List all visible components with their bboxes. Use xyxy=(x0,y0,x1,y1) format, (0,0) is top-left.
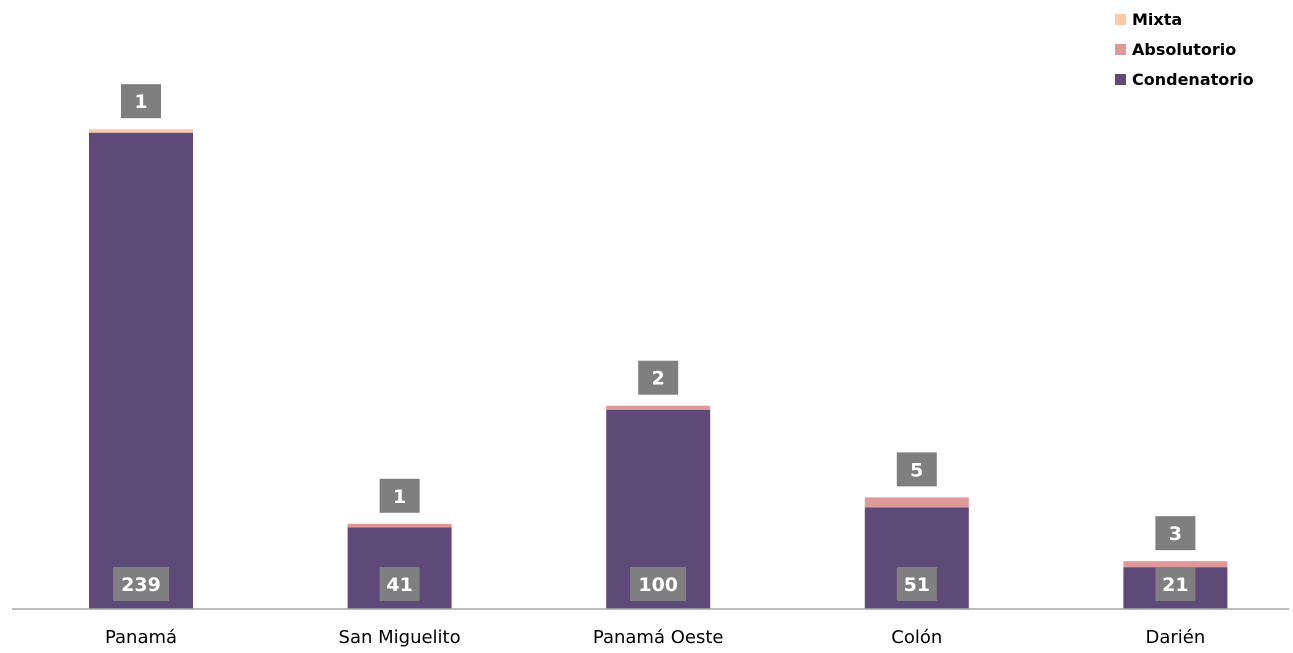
bottom-label-panama-oeste-box xyxy=(630,567,687,601)
bottom-label-darien-box xyxy=(1155,567,1196,601)
top-label-colon: 5 xyxy=(910,459,923,481)
bar-absolutorio-panama-oeste xyxy=(606,405,711,410)
top-label-darien: 3 xyxy=(1169,523,1182,545)
legend-swatch-absolutorio xyxy=(1115,43,1126,55)
bar-mixta-panama xyxy=(89,129,193,133)
x-tick-panama-oeste: Panamá Oeste xyxy=(593,627,724,648)
x-tick-panama: Panamá xyxy=(105,627,177,648)
bottom-label-darien: 21 xyxy=(1162,574,1188,596)
x-tick-darien: Darién xyxy=(1146,627,1206,648)
bottom-label-panama-oeste: 100 xyxy=(638,574,678,596)
data-labels-group: 1 239 1 41 2 100 5 51 3 21 xyxy=(113,84,1196,601)
bottom-label-san-miguelito-box xyxy=(379,567,420,601)
legend-item-condenatorio: Condenatorio xyxy=(1115,68,1254,90)
top-label-san-miguelito-box xyxy=(379,478,420,513)
bottom-label-panama-box xyxy=(113,567,169,601)
bar-condenatorio-panama xyxy=(89,132,193,609)
bar-absolutorio-colon xyxy=(864,497,969,508)
legend-swatch-condenatorio xyxy=(1115,73,1126,85)
x-tick-san-miguelito: San Miguelito xyxy=(339,627,461,648)
legend-label-mixta: Mixta xyxy=(1132,9,1183,29)
top-label-panama-oeste-box xyxy=(638,360,679,395)
top-label-panama-oeste: 2 xyxy=(652,368,665,390)
bottom-label-colon-box xyxy=(896,567,937,601)
bottom-label-panama: 239 xyxy=(121,574,161,596)
x-tick-colon: Colón xyxy=(891,627,942,648)
x-tick-labels-group: Panamá San Miguelito Panamá Oeste Colón Dari… xyxy=(105,627,1205,648)
bottom-label-san-miguelito: 41 xyxy=(386,574,412,596)
legend-label-absolutorio: Absolutorio xyxy=(1132,39,1237,59)
top-label-panama-box xyxy=(121,84,161,119)
top-label-san-miguelito: 1 xyxy=(393,486,406,508)
bottom-label-colon: 51 xyxy=(904,574,930,596)
bar-absolutorio-darien xyxy=(1123,561,1228,568)
legend-item-mixta: Mixta xyxy=(1115,8,1254,30)
legend-swatch-mixta xyxy=(1115,13,1126,25)
top-label-colon-box xyxy=(896,452,937,487)
legend: Mixta Absolutorio Condenatorio xyxy=(1115,8,1254,98)
legend-item-absolutorio: Absolutorio xyxy=(1115,38,1254,60)
legend-label-condenatorio: Condenatorio xyxy=(1132,69,1254,89)
top-label-darien-box xyxy=(1155,516,1196,551)
top-label-panama: 1 xyxy=(134,91,147,113)
bar-absolutorio-san-miguelito xyxy=(347,523,452,528)
